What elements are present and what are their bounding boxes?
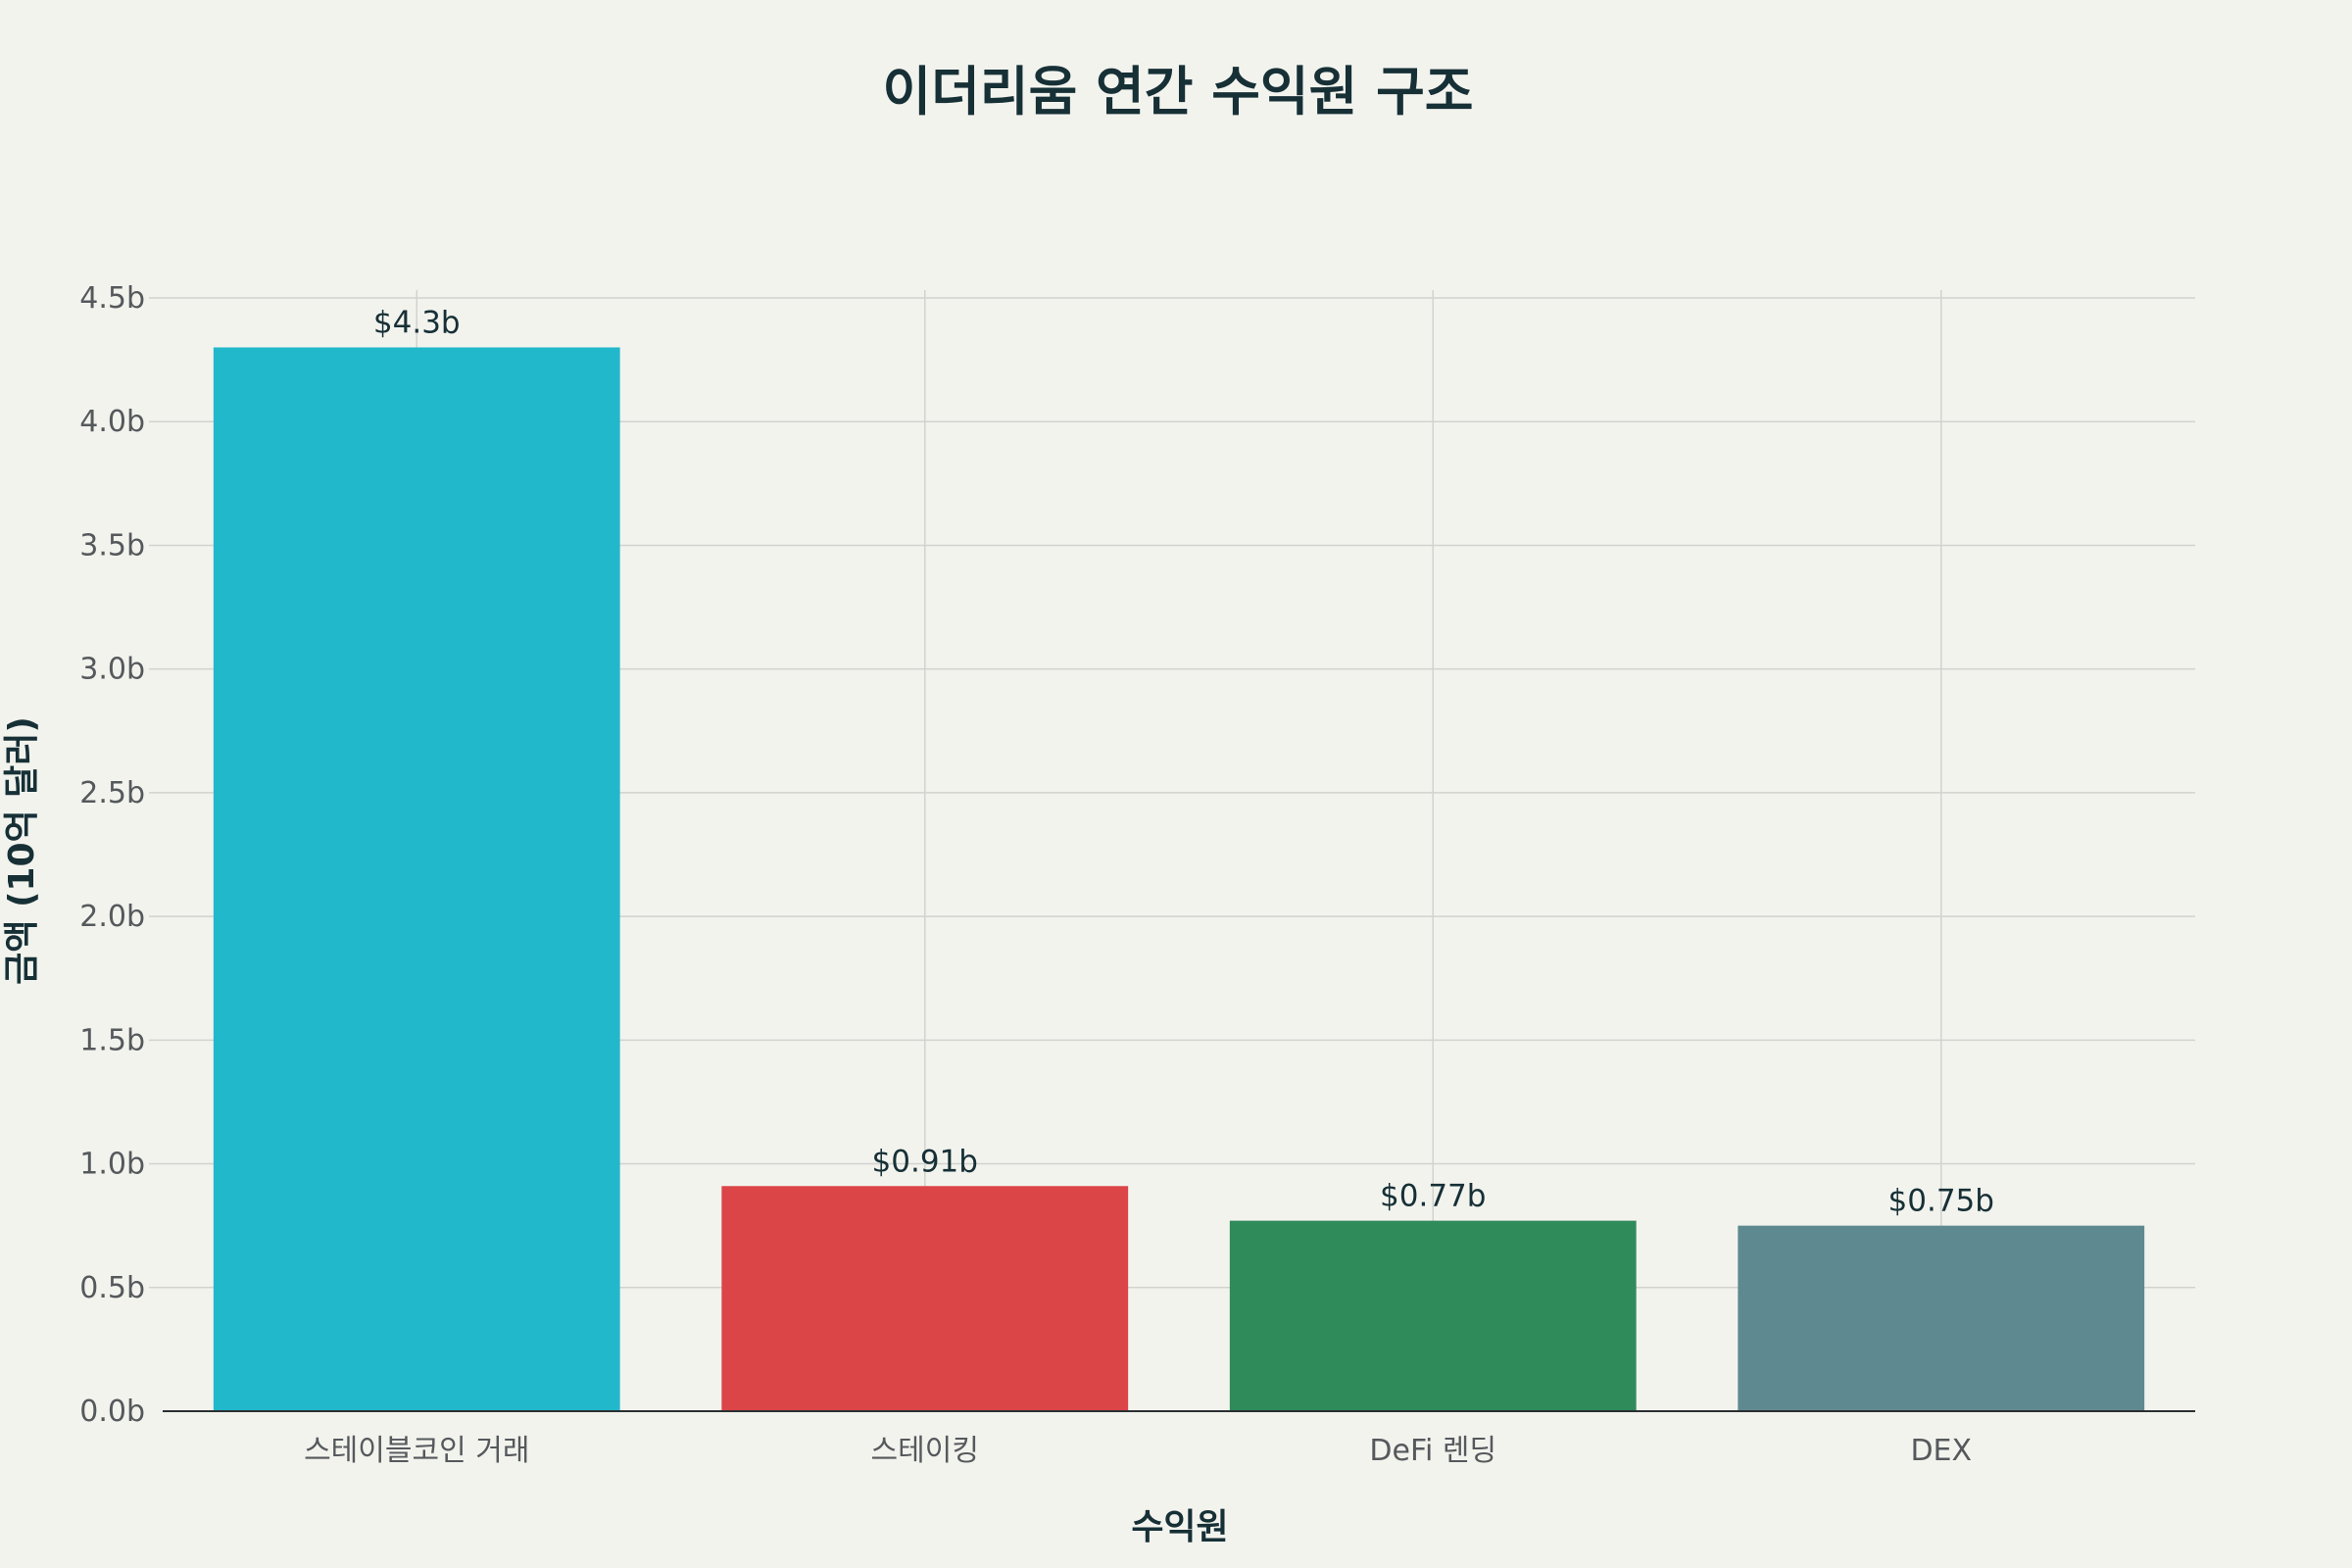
y-tick-label: 2.0b — [79, 900, 145, 934]
y-tick-label: 0.0b — [79, 1395, 145, 1429]
bars — [213, 347, 2145, 1411]
data-label: $0.75b — [1888, 1184, 1994, 1219]
y-tick-label: 3.0b — [79, 653, 145, 687]
x-axis-ticks: 스테이블코인 거래 스테이킹 DeFi 렌딩 DEX — [304, 1434, 1972, 1468]
data-label: $0.91b — [872, 1144, 978, 1179]
y-tick-label: 1.0b — [79, 1148, 145, 1182]
y-tick-label: 4.5b — [79, 281, 145, 316]
y-axis-ticks: 0.0b 0.5b 1.0b 1.5b 2.0b 2.5b 3.0b 3.5b 4.0b 4.5b — [79, 281, 145, 1429]
data-label: $0.77b — [1380, 1179, 1486, 1214]
x-axis-title: 수익원 — [1131, 1507, 1228, 1547]
data-label: $4.3b — [373, 305, 461, 340]
y-tick-label: 1.5b — [79, 1023, 145, 1057]
y-axis-title: 금액 (10억 달러) — [2, 716, 42, 985]
bar — [1738, 1225, 2145, 1411]
bar — [213, 347, 620, 1411]
y-tick-label: 2.5b — [79, 776, 145, 810]
y-tick-label: 3.5b — [79, 528, 145, 563]
bar — [1229, 1220, 1637, 1411]
x-tick-label: DeFi 렌딩 — [1369, 1434, 1496, 1468]
data-labels: $4.3b $0.91b $0.77b $0.75b — [373, 305, 1994, 1218]
x-tick-label: DEX — [1910, 1434, 1972, 1468]
y-tick-label: 4.0b — [79, 405, 145, 439]
bar — [721, 1186, 1129, 1411]
x-tick-label: 스테이킹 — [871, 1434, 979, 1468]
x-tick-label: 스테이블코인 거래 — [304, 1434, 529, 1468]
chart-title: 이더리움 연간 수익원 구조 — [883, 61, 1474, 122]
y-tick-label: 0.5b — [79, 1271, 145, 1305]
